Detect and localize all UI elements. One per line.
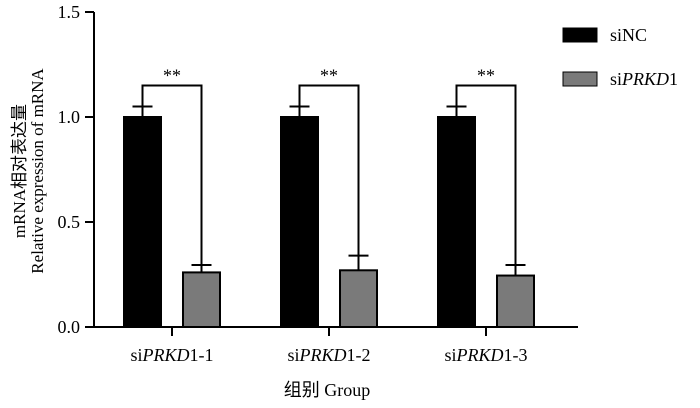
bar-siprkd1 <box>182 271 221 328</box>
y-tick-label: 0.0 <box>58 317 81 337</box>
label-part: PRKD <box>142 345 190 365</box>
label-part: 1-2 <box>347 345 371 365</box>
bar-sinc <box>280 116 319 328</box>
x-tick-label: siPRKD1-1 <box>130 345 213 365</box>
y-tick-label: 1.0 <box>58 107 81 127</box>
y-axis-label-line1: mRNA相对表达量 <box>10 104 29 238</box>
legend-label: siPRKD1 <box>610 69 678 89</box>
label-part: 1-3 <box>504 345 528 365</box>
bar-sinc <box>437 116 476 328</box>
x-tick-label: siPRKD1-3 <box>444 345 527 365</box>
label-part: PRKD <box>299 345 347 365</box>
y-tick-label: 0.5 <box>58 212 81 232</box>
label-part: PRKD <box>621 69 669 89</box>
significance-bracket <box>455 84 517 266</box>
significance-label: ** <box>477 66 495 86</box>
significance-label: ** <box>163 66 181 86</box>
legend-swatch <box>562 71 598 87</box>
label-part: si <box>444 345 456 365</box>
significance-label: ** <box>320 66 338 86</box>
y-axis-label: mRNA相对表达量 Relative expression of mRNA <box>10 68 47 274</box>
bar-siprkd1 <box>496 274 535 328</box>
significance-bracket <box>298 84 360 256</box>
y-axis-label-line2: Relative expression of mRNA <box>28 68 47 274</box>
label-part: PRKD <box>456 345 504 365</box>
legend-swatch <box>562 27 598 43</box>
label-part: NC <box>622 25 647 45</box>
bar-sinc <box>123 116 162 328</box>
label-part: si <box>130 345 142 365</box>
significance-bracket <box>141 84 203 266</box>
label-part: 1-1 <box>190 345 214 365</box>
bar-siprkd1 <box>339 269 378 328</box>
label-part: si <box>610 69 622 89</box>
label-part: si <box>287 345 299 365</box>
y-tick-label: 1.5 <box>58 2 81 22</box>
label-part: si <box>610 25 622 45</box>
x-tick-label: siPRKD1-2 <box>287 345 370 365</box>
legend-label: siNC <box>610 25 647 45</box>
label-part: 1 <box>669 69 678 89</box>
x-axis-label: 组别 Group <box>284 380 371 400</box>
plot-area: 0.00.51.01.5siPRKD1-1**siPRKD1-2**siPRKD… <box>58 2 578 365</box>
